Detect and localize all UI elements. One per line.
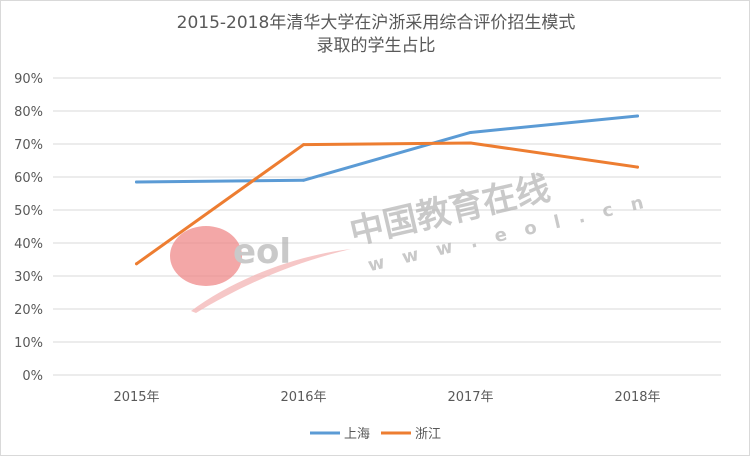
series-line-1 xyxy=(135,114,639,184)
y-tick-label: 80% xyxy=(14,105,43,120)
data-point xyxy=(636,165,639,169)
series-line-2 xyxy=(135,141,639,266)
gridlines xyxy=(53,77,721,376)
data-point xyxy=(636,114,639,118)
y-tick-label: 40% xyxy=(14,237,43,252)
y-tick-label: 90% xyxy=(14,72,43,87)
chart-title-line-1: 2015-2018年清华大学在沪浙采用综合评价招生模式 xyxy=(177,13,576,33)
y-tick-label: 60% xyxy=(14,171,43,186)
data-point xyxy=(302,178,305,182)
data-point xyxy=(135,180,138,184)
watermark-logo-text: eol xyxy=(233,232,291,272)
data-point xyxy=(469,141,472,145)
series-lines xyxy=(135,114,639,266)
watermark-logo-circle xyxy=(170,226,242,286)
y-tick-label: 0% xyxy=(22,369,43,384)
watermark: eol 中国教育在线 w w w . e o l . c n xyxy=(170,168,651,313)
y-axis: 0% 10% 20% 30% 40% 50% 60% 70% 80% 90% xyxy=(14,72,43,384)
legend-label: 浙江 xyxy=(415,427,441,442)
y-tick-label: 70% xyxy=(14,138,43,153)
y-tick-label: 10% xyxy=(14,336,43,351)
data-point xyxy=(302,143,305,147)
data-point xyxy=(135,262,138,266)
chart-title: 2015-2018年清华大学在沪浙采用综合评价招生模式 录取的学生占比 xyxy=(177,13,576,56)
legend: 上海 浙江 xyxy=(310,427,441,442)
data-point xyxy=(469,130,472,134)
y-tick-label: 50% xyxy=(14,204,43,219)
x-tick-label: 2017年 xyxy=(447,390,493,405)
y-tick-label: 30% xyxy=(14,270,43,285)
legend-label: 上海 xyxy=(344,427,370,442)
x-tick-label: 2015年 xyxy=(113,390,159,405)
y-tick-label: 20% xyxy=(14,303,43,318)
x-tick-label: 2016年 xyxy=(280,390,326,405)
x-axis: 2015年 2016年 2017年 2018年 xyxy=(113,390,660,405)
x-tick-label: 2018年 xyxy=(614,390,660,405)
chart-title-line-2: 录取的学生占比 xyxy=(317,36,436,56)
